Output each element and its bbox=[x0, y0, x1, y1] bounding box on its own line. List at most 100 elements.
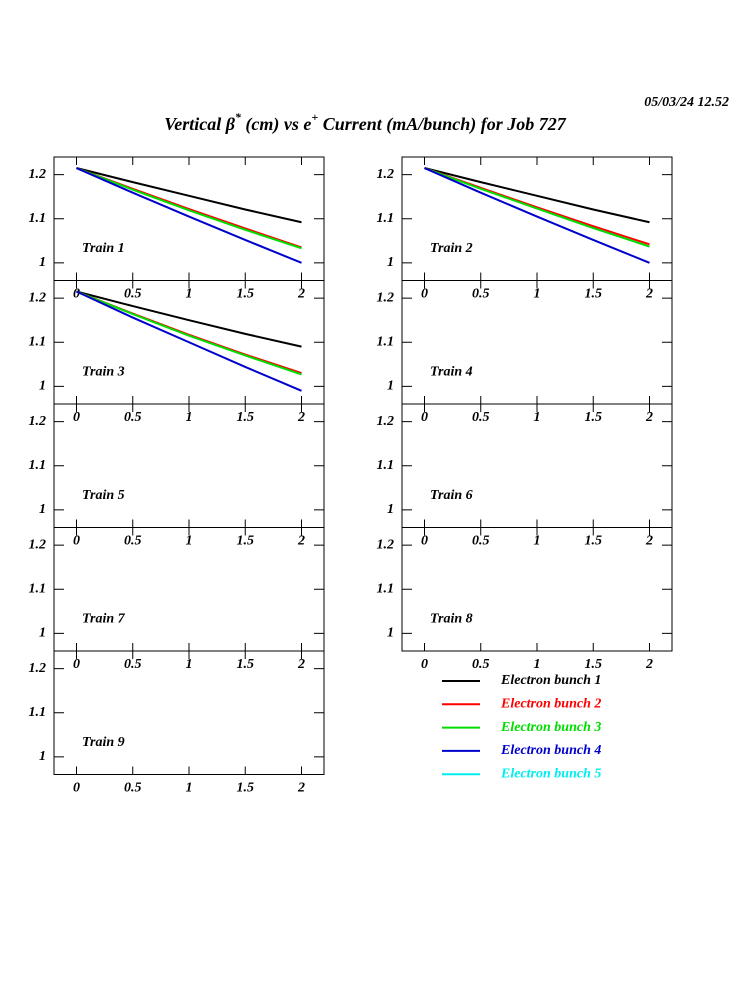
x-tick-label: 0 bbox=[73, 534, 80, 549]
y-tick-label: 1 bbox=[387, 626, 394, 641]
series-line bbox=[424, 167, 650, 224]
series-line bbox=[76, 290, 302, 376]
x-tick-label: 2 bbox=[297, 781, 305, 796]
panel-title: Train 7 bbox=[82, 612, 126, 627]
y-tick-label: 1 bbox=[39, 379, 46, 394]
x-tick-label: 2 bbox=[297, 657, 305, 672]
legend-label: Electron bunch 2 bbox=[500, 697, 601, 712]
x-tick-label: 1 bbox=[186, 534, 193, 549]
y-tick-label: 1.1 bbox=[29, 334, 47, 349]
title: Vertical β* (cm) vs e+ Current (mA/bunch… bbox=[164, 110, 567, 135]
series-line bbox=[76, 167, 302, 250]
x-tick-label: 1 bbox=[534, 287, 541, 302]
x-tick-label: 1.5 bbox=[585, 657, 603, 672]
x-tick-label: 2 bbox=[297, 534, 305, 549]
y-tick-label: 1.1 bbox=[377, 334, 395, 349]
x-tick-label: 1 bbox=[534, 410, 541, 425]
panel-title: Train 3 bbox=[82, 365, 125, 380]
x-tick-label: 0.5 bbox=[472, 410, 490, 425]
x-tick-label: 1 bbox=[186, 781, 193, 796]
y-tick-label: 1.1 bbox=[377, 458, 395, 473]
x-tick-label: 2 bbox=[297, 410, 305, 425]
x-tick-label: 0 bbox=[421, 410, 428, 425]
x-tick-label: 0.5 bbox=[472, 534, 490, 549]
y-tick-label: 1.2 bbox=[377, 167, 395, 182]
x-tick-label: 1.5 bbox=[237, 287, 255, 302]
y-tick-label: 1 bbox=[387, 502, 394, 517]
title-superscript: * bbox=[235, 110, 242, 124]
x-tick-label: 1.5 bbox=[237, 781, 255, 796]
x-tick-label: 0.5 bbox=[124, 287, 142, 302]
y-tick-label: 1.2 bbox=[377, 537, 395, 552]
y-tick-label: 1.2 bbox=[29, 414, 47, 429]
y-tick-label: 1.1 bbox=[29, 705, 47, 720]
y-tick-label: 1.1 bbox=[377, 581, 395, 596]
x-tick-label: 2 bbox=[645, 410, 653, 425]
x-tick-label: 1.5 bbox=[237, 534, 255, 549]
x-tick-label: 0 bbox=[73, 781, 80, 796]
x-tick-label: 0.5 bbox=[472, 657, 490, 672]
y-tick-label: 1 bbox=[387, 379, 394, 394]
x-tick-label: 0 bbox=[73, 410, 80, 425]
legend-label: Electron bunch 3 bbox=[500, 720, 601, 735]
x-tick-label: 0.5 bbox=[124, 534, 142, 549]
y-tick-label: 1 bbox=[39, 255, 46, 270]
y-tick-label: 1.2 bbox=[377, 414, 395, 429]
title-part: Current (mA/bunch) for Job 727 bbox=[318, 114, 567, 135]
x-tick-label: 1 bbox=[534, 534, 541, 549]
x-tick-label: 1 bbox=[534, 657, 541, 672]
x-tick-label: 1 bbox=[186, 657, 193, 672]
x-tick-label: 2 bbox=[645, 657, 653, 672]
x-tick-label: 0.5 bbox=[124, 410, 142, 425]
x-tick-label: 2 bbox=[645, 287, 653, 302]
legend-label: Electron bunch 4 bbox=[500, 743, 601, 758]
x-tick-label: 0 bbox=[421, 534, 428, 549]
y-tick-label: 1.2 bbox=[29, 661, 47, 676]
panel-title: Train 9 bbox=[82, 735, 125, 750]
series-line bbox=[76, 167, 302, 224]
title-part: (cm) vs e bbox=[241, 114, 311, 135]
series-line bbox=[76, 167, 302, 264]
legend-label: Electron bunch 5 bbox=[500, 766, 601, 781]
y-tick-label: 1.2 bbox=[29, 537, 47, 552]
y-tick-label: 1 bbox=[39, 749, 46, 764]
y-tick-label: 1 bbox=[387, 255, 394, 270]
panel-title: Train 2 bbox=[430, 241, 473, 256]
x-tick-label: 0.5 bbox=[472, 287, 490, 302]
x-tick-label: 2 bbox=[645, 534, 653, 549]
y-tick-label: 1 bbox=[39, 626, 46, 641]
series-line bbox=[76, 290, 302, 392]
x-tick-label: 1 bbox=[186, 410, 193, 425]
panel-title: Train 1 bbox=[82, 241, 125, 256]
x-tick-label: 0 bbox=[421, 287, 428, 302]
x-tick-label: 1.5 bbox=[585, 410, 603, 425]
y-tick-label: 1.2 bbox=[29, 167, 47, 182]
legend-label: Electron bunch 1 bbox=[500, 673, 601, 688]
series-line bbox=[76, 290, 302, 375]
x-tick-label: 1.5 bbox=[237, 657, 255, 672]
y-tick-label: 1.2 bbox=[29, 290, 47, 305]
timestamp: 05/03/24 12.52 bbox=[644, 95, 729, 110]
x-tick-label: 0 bbox=[421, 657, 428, 672]
series-line bbox=[76, 290, 302, 348]
y-tick-label: 1.1 bbox=[29, 211, 47, 226]
x-tick-label: 1.5 bbox=[585, 534, 603, 549]
x-tick-label: 1.5 bbox=[585, 287, 603, 302]
x-tick-label: 0.5 bbox=[124, 657, 142, 672]
series-line bbox=[424, 167, 650, 248]
y-tick-label: 1.2 bbox=[377, 290, 395, 305]
x-tick-label: 2 bbox=[297, 287, 305, 302]
y-tick-label: 1.1 bbox=[29, 458, 47, 473]
x-tick-label: 1 bbox=[186, 287, 193, 302]
y-tick-label: 1 bbox=[39, 502, 46, 517]
panel-title: Train 6 bbox=[430, 488, 473, 503]
x-tick-label: 0 bbox=[73, 287, 80, 302]
x-tick-label: 0 bbox=[73, 657, 80, 672]
series-line bbox=[424, 167, 650, 264]
y-tick-label: 1.1 bbox=[377, 211, 395, 226]
panel-title: Train 4 bbox=[430, 365, 473, 380]
panel-title: Train 8 bbox=[430, 612, 473, 627]
x-tick-label: 0.5 bbox=[124, 781, 142, 796]
x-tick-label: 1.5 bbox=[237, 410, 255, 425]
